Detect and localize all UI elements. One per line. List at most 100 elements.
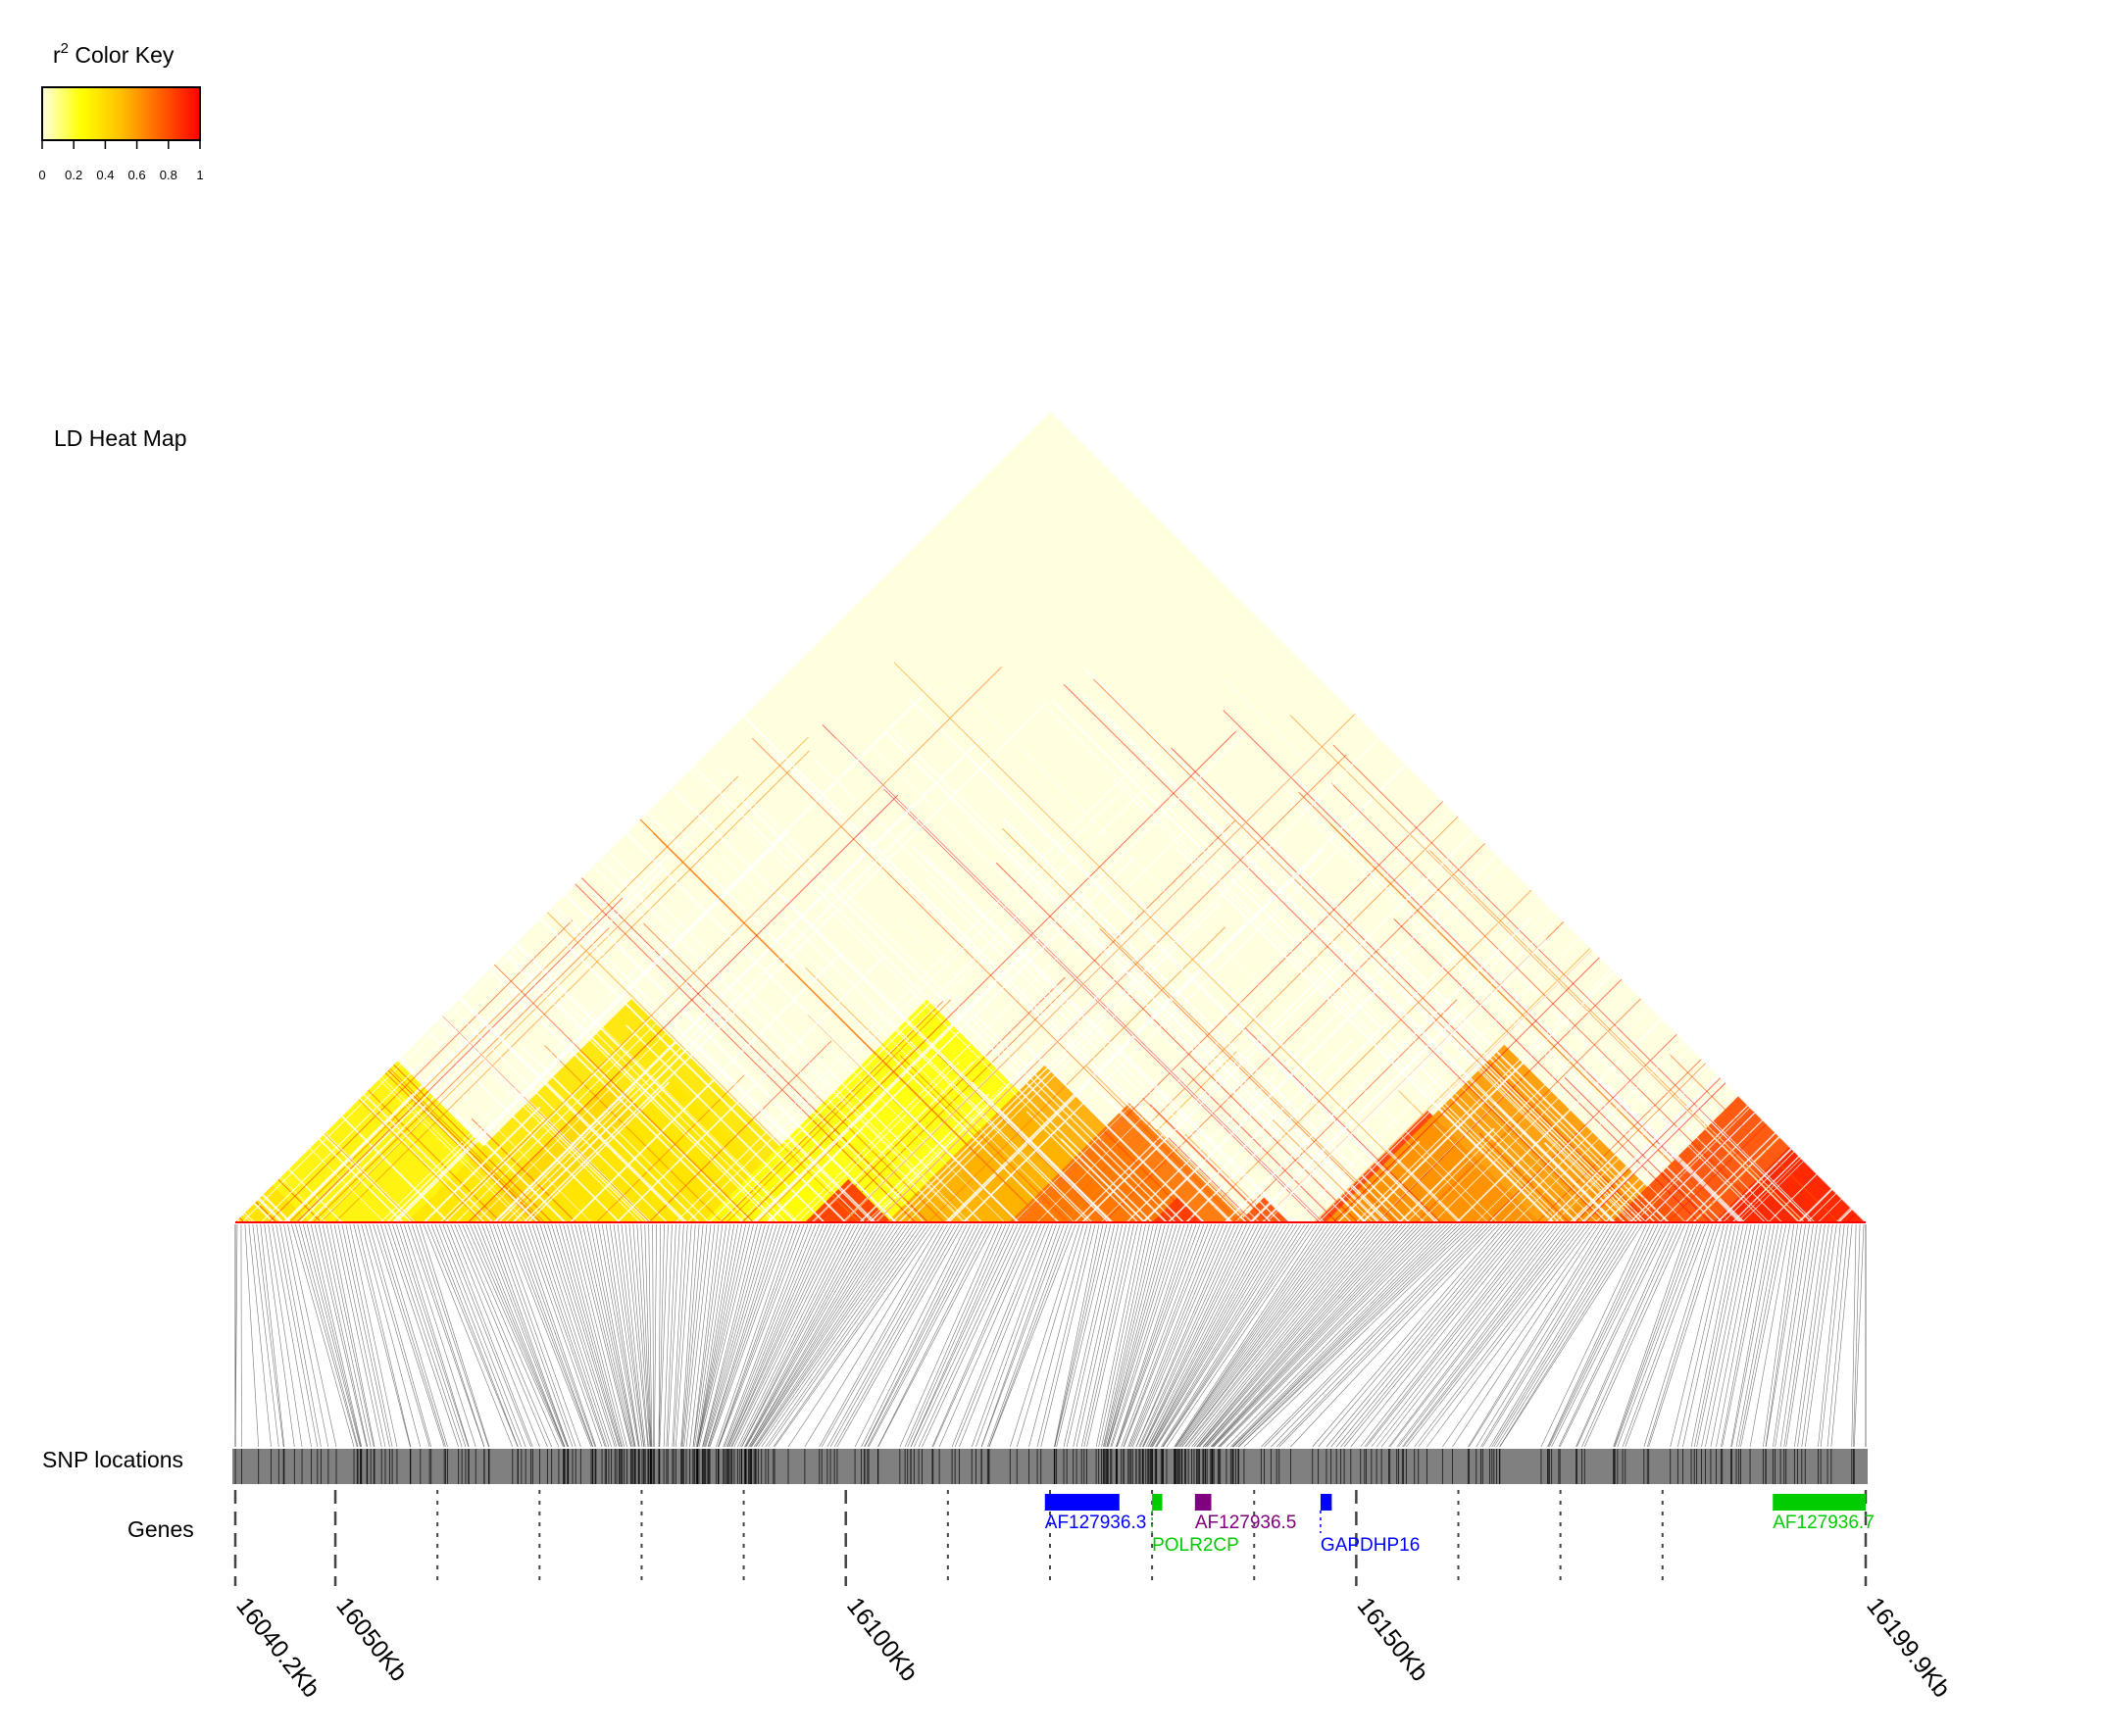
snp-connector [648, 1223, 653, 1448]
color-key-title-rest: Color Key [69, 42, 175, 68]
snp-connector [696, 1223, 743, 1448]
ld-streak [1019, 768, 1476, 1222]
snp-connector [333, 1223, 382, 1448]
ld-streak [781, 895, 1112, 1222]
ld-streak [687, 748, 1165, 1222]
ld-streak [947, 847, 1326, 1222]
ld-streak [1837, 1009, 1866, 1222]
snp-connector [547, 1223, 618, 1448]
snp-connector [672, 1223, 684, 1448]
ld-streak [1234, 861, 1599, 1222]
snp-connector [1230, 1223, 1449, 1448]
snp-connector [931, 1223, 1029, 1448]
snp-connector [341, 1223, 390, 1448]
axis-tick-label: 16100Kb [841, 1592, 924, 1686]
snp-connector [867, 1223, 983, 1448]
snp-connector [749, 1223, 886, 1448]
ld-streak [1136, 995, 1367, 1222]
snp-connector [864, 1223, 979, 1448]
snp-connector [485, 1223, 569, 1448]
snp-connector [877, 1223, 995, 1448]
snp-connector [361, 1223, 422, 1448]
snp-connector [733, 1223, 843, 1448]
snp-connector [1482, 1223, 1620, 1448]
snp-connector [1442, 1223, 1597, 1448]
snp-connector [1232, 1223, 1461, 1448]
ld-streak [1168, 1039, 1353, 1222]
snp-connector [914, 1223, 1019, 1448]
snp-connector [707, 1223, 781, 1448]
snp-connector [1402, 1223, 1574, 1448]
snp-connector [658, 1223, 665, 1448]
snp-connector [621, 1223, 646, 1448]
snp-connector [1797, 1223, 1829, 1448]
ld-streak [648, 1040, 832, 1222]
ld-streak [652, 832, 1045, 1222]
snp-connector [703, 1223, 766, 1448]
snp-connector [489, 1223, 570, 1448]
ld-streak [501, 866, 860, 1222]
ld-streak [1406, 1041, 1589, 1222]
ld-streak [805, 967, 1063, 1222]
ld-streak [1798, 742, 1866, 1222]
snp-connector [1196, 1223, 1383, 1448]
ld-streak [1684, 748, 1866, 1222]
ld-streak [891, 672, 1445, 1222]
snp-connector [1106, 1223, 1166, 1448]
ld-streak [235, 851, 277, 1222]
snp-connector [954, 1223, 1045, 1448]
snp-connector [1350, 1223, 1530, 1448]
snp-connector [1205, 1223, 1407, 1448]
snp-connector [667, 1223, 680, 1448]
snp-connector [1773, 1223, 1806, 1448]
ld-streak [1046, 707, 1565, 1222]
snp-connector [1111, 1223, 1185, 1448]
snp-connector [663, 1223, 673, 1448]
ld-streak [1112, 777, 1560, 1222]
snp-connector [975, 1223, 1057, 1448]
snp-connector [1693, 1223, 1740, 1448]
snp-connector [730, 1223, 836, 1448]
ld-streak [1053, 876, 1402, 1222]
snp-connector [1648, 1223, 1721, 1448]
gene-bar [1152, 1494, 1163, 1511]
snp-connector [1371, 1223, 1546, 1448]
gene-bar [1773, 1494, 1866, 1511]
ld-streak [502, 830, 897, 1222]
snp-connector [1388, 1223, 1558, 1448]
ld-streak [811, 1060, 975, 1222]
snp-connector [1010, 1223, 1080, 1448]
snp-connector [613, 1223, 644, 1448]
color-key-tick-label: 0.2 [65, 168, 82, 182]
snp-connector [531, 1223, 607, 1448]
snp-connector [1066, 1223, 1120, 1448]
snp-connector [376, 1223, 446, 1448]
snp-connector [751, 1223, 898, 1448]
snp-connector [426, 1223, 519, 1448]
snp-connector [1710, 1223, 1756, 1448]
snp-connector [1261, 1223, 1480, 1448]
ld-streak [1106, 746, 1586, 1222]
snp-locations-label: SNP locations [42, 1447, 183, 1472]
snp-connector [1830, 1223, 1853, 1448]
ld-streak [296, 897, 624, 1222]
snp-connector [442, 1223, 531, 1448]
ld-streak [822, 724, 1324, 1222]
ld-streak [769, 747, 1247, 1222]
snp-connector [314, 1223, 368, 1448]
snp-connector [1147, 1223, 1263, 1448]
snp-connector [702, 1223, 758, 1448]
snp-connector [1142, 1223, 1247, 1448]
ld-streak [925, 878, 1272, 1222]
snp-connector [1175, 1223, 1328, 1448]
ld-streak [1659, 809, 1866, 1222]
ld-heatmap [235, 412, 1866, 1223]
gene-label: AF127936.3 [1045, 1513, 1147, 1533]
ld-streak [235, 746, 494, 1222]
ld-streak [1156, 1128, 1252, 1222]
ld-streak [956, 723, 1460, 1222]
snp-connector [709, 1223, 789, 1448]
snp-connector [932, 1223, 1033, 1448]
ld-streak [952, 679, 1498, 1222]
